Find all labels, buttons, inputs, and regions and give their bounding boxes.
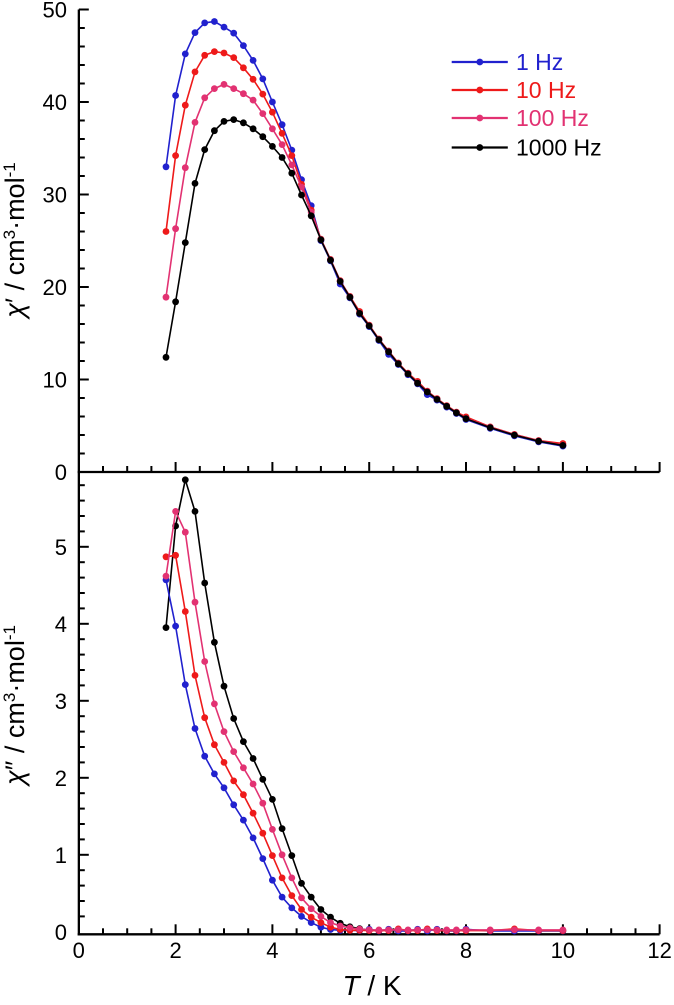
svg-text:0: 0 [55, 460, 67, 485]
svg-text:12: 12 [647, 938, 671, 963]
svg-text:10: 10 [551, 938, 575, 963]
svg-text:2: 2 [55, 766, 67, 791]
svg-text:100 Hz: 100 Hz [516, 105, 589, 131]
svg-text:20: 20 [43, 275, 67, 300]
svg-text:3: 3 [55, 689, 67, 714]
svg-text:4: 4 [55, 612, 67, 637]
svg-text:8: 8 [460, 938, 472, 963]
svg-text:0: 0 [55, 920, 67, 945]
svg-text:40: 40 [43, 90, 67, 115]
svg-text:6: 6 [363, 938, 375, 963]
svg-text:10: 10 [43, 368, 67, 393]
svg-text:T / K: T / K [342, 970, 401, 1000]
svg-text:4: 4 [266, 938, 278, 963]
svg-text:1000 Hz: 1000 Hz [516, 135, 602, 161]
svg-text:1: 1 [55, 843, 67, 868]
svg-text:50: 50 [43, 0, 67, 23]
svg-text:10 Hz: 10 Hz [516, 77, 576, 103]
svg-text:χ″ / cm3·mol-1: χ″ / cm3·mol-1 [0, 625, 30, 787]
svg-text:30: 30 [43, 183, 67, 208]
svg-text:0: 0 [73, 938, 85, 963]
svg-text:χ′ / cm3·mol-1: χ′ / cm3·mol-1 [0, 162, 30, 319]
svg-text:5: 5 [55, 535, 67, 560]
svg-text:2: 2 [169, 938, 181, 963]
svg-text:1 Hz: 1 Hz [516, 49, 563, 75]
